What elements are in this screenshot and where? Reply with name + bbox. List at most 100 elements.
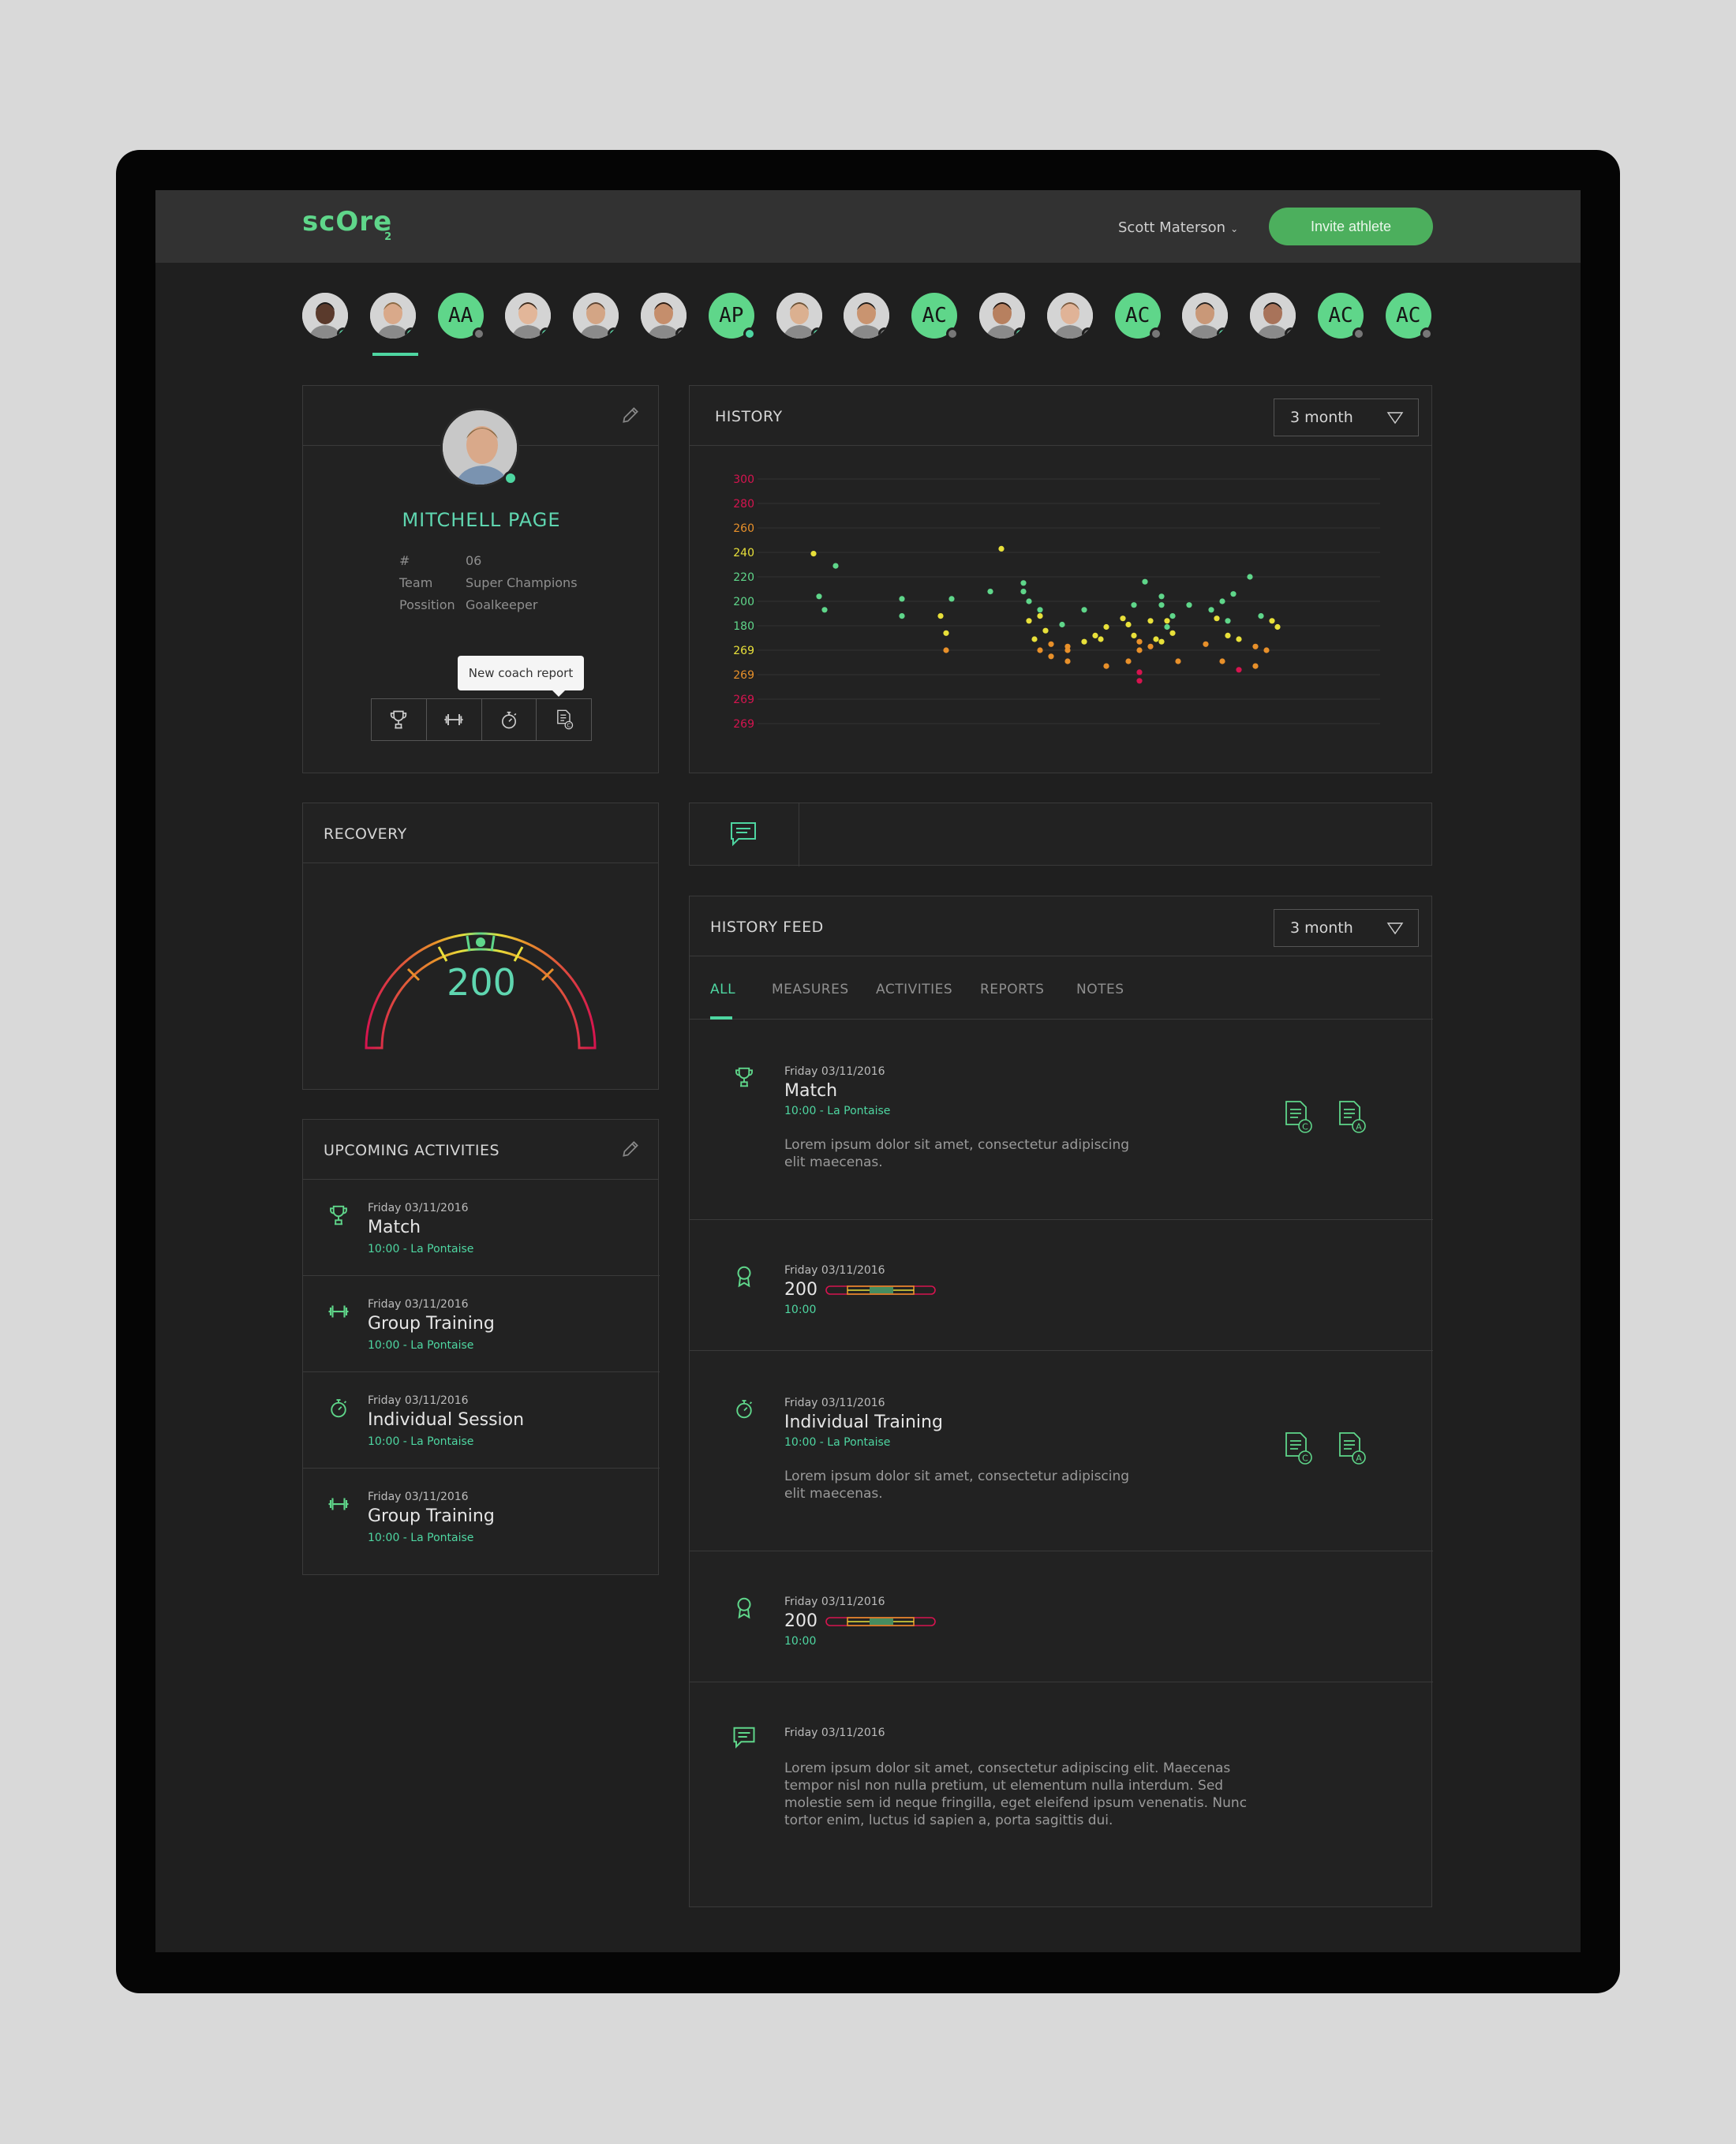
data-point (1125, 621, 1132, 628)
data-point (1136, 669, 1143, 675)
tab-activities[interactable]: ACTIVITIES (876, 982, 953, 997)
data-point (1208, 607, 1214, 613)
feed-item-measure[interactable]: Friday 03/11/2016 200 10:00 (690, 1551, 1433, 1682)
feed-item-note[interactable]: Friday 03/11/2016 Lorem ipsum dolor sit a… (690, 1682, 1433, 1903)
feed-item-activity[interactable]: Friday 03/11/2016 Individual Training 10:0… (690, 1351, 1433, 1551)
trophy-icon (391, 710, 407, 729)
athlete-avatar[interactable] (1182, 293, 1229, 339)
data-point (1269, 618, 1275, 624)
data-point (1081, 638, 1087, 645)
data-point (899, 613, 905, 619)
data-point (1263, 647, 1270, 653)
status-dot (1420, 327, 1433, 340)
feed-item-activity[interactable]: Friday 03/11/2016 Match 10:00 - La Pontais… (690, 1020, 1433, 1220)
svg-text:C: C (567, 723, 571, 729)
report-a-icon[interactable]: A (1337, 1100, 1368, 1135)
invite-athlete-button[interactable]: Invite athlete (1269, 208, 1433, 245)
gauge-tick (437, 946, 448, 962)
athlete-avatar[interactable]: AC (1385, 293, 1433, 340)
tab-reports[interactable]: REPORTS (980, 982, 1045, 997)
note-text: Lorem ipsum dolor sit amet, consectetur … (784, 1760, 1248, 1828)
history-range-select[interactable]: 3 month (1274, 398, 1419, 436)
chevron-down-icon: ⌄ (1230, 223, 1239, 234)
report-letter: A (1356, 1454, 1362, 1464)
history-card-header: HISTORY 3 month (690, 386, 1431, 446)
athlete-initials: AC (1396, 304, 1421, 327)
athlete-avatar[interactable] (573, 293, 619, 339)
add-training-button[interactable] (427, 699, 482, 740)
profile-card: MITCHELL PAGE #06 Team Super Champions Po… (302, 385, 659, 773)
data-point (1142, 578, 1148, 585)
activity-location: 10:00 - La Pontaise (368, 1435, 474, 1448)
status-dot (472, 327, 485, 340)
pencil-icon[interactable] (620, 1139, 641, 1159)
report-c-icon[interactable]: C (1283, 1431, 1315, 1466)
data-point (1081, 607, 1087, 613)
data-point (1092, 632, 1098, 638)
info-row-number: #06 (399, 553, 482, 568)
report-c-icon[interactable]: C (1283, 1100, 1315, 1135)
data-point (1136, 647, 1143, 653)
measure-value: 200 (784, 1611, 817, 1631)
activity-name: Group Training (368, 1506, 495, 1526)
data-point (821, 607, 828, 613)
data-point (1225, 618, 1231, 624)
new-coach-report-button[interactable]: C (537, 699, 591, 740)
activity-date: Friday 03/11/2016 (368, 1202, 469, 1214)
data-point (1164, 623, 1170, 630)
upcoming-activity-item[interactable]: Friday 03/11/2016 Match 10:00 - La Pontais… (303, 1180, 660, 1276)
athlete-avatar[interactable]: AP (708, 293, 756, 340)
feed-title: HISTORY FEED (710, 919, 824, 936)
athlete-initials: AA (447, 304, 473, 327)
athlete-avatar[interactable]: AC (1318, 293, 1365, 340)
athlete-avatar[interactable] (302, 293, 348, 339)
dumbbell-icon (328, 1305, 349, 1318)
note-composer[interactable] (689, 803, 1432, 866)
gauge-tick (513, 946, 524, 962)
athlete-avatar[interactable] (369, 293, 416, 339)
feed-range-select[interactable]: 3 month (1274, 909, 1419, 947)
athlete-avatar[interactable] (505, 293, 552, 339)
report-a-icon[interactable]: A (1337, 1431, 1368, 1466)
data-point (1064, 647, 1071, 653)
upcoming-activity-item[interactable]: Friday 03/11/2016 Group Training 10:00 - L… (303, 1276, 660, 1372)
athlete-avatar[interactable]: AC (911, 293, 960, 340)
athlete-avatar[interactable] (844, 293, 890, 339)
athlete-avatar[interactable] (1250, 293, 1296, 339)
athlete-avatar[interactable] (1046, 293, 1093, 339)
tab-all[interactable]: ALL (710, 982, 736, 997)
app-logo[interactable]: scOre2 (302, 206, 393, 243)
athlete-initials: AC (922, 304, 947, 327)
new-coach-report-tooltip: New coach report (458, 656, 584, 697)
athlete-avatar[interactable] (776, 293, 822, 339)
activity-name: Match (368, 1218, 421, 1237)
pencil-icon[interactable] (620, 405, 641, 425)
athlete-avatar[interactable] (641, 293, 687, 339)
selected-athlete-indicator (372, 353, 418, 356)
measure-scale-bar (825, 1617, 936, 1626)
active-tab-indicator (710, 1016, 732, 1020)
add-session-button[interactable] (482, 699, 537, 740)
feed-date: Friday 03/11/2016 (784, 1596, 885, 1608)
data-point (1037, 647, 1043, 653)
measure-time: 10:00 (784, 1635, 817, 1648)
status-dot (1285, 327, 1296, 339)
data-point (1103, 623, 1109, 630)
measure-value: 200 (784, 1280, 817, 1300)
message-icon[interactable] (729, 821, 758, 847)
add-match-button[interactable] (372, 699, 427, 740)
status-dot (1353, 327, 1365, 340)
athlete-avatar[interactable]: AA (437, 293, 485, 340)
gauge-tick (541, 967, 555, 982)
upcoming-activity-item[interactable]: Friday 03/11/2016 Individual Session 10:00… (303, 1372, 660, 1469)
tab-notes[interactable]: NOTES (1076, 982, 1124, 997)
athlete-avatar[interactable] (979, 293, 1025, 339)
user-name: Scott Materson (1118, 219, 1226, 236)
feed-item-measure[interactable]: Friday 03/11/2016 200 10:00 (690, 1220, 1433, 1351)
user-menu[interactable]: Scott Materson ⌄ (1118, 219, 1238, 236)
data-point (998, 545, 1005, 552)
data-point (1186, 602, 1192, 608)
upcoming-activity-item[interactable]: Friday 03/11/2016 Group Training 10:00 - L… (303, 1469, 660, 1566)
athlete-avatar[interactable]: AC (1114, 293, 1162, 340)
tab-measures[interactable]: MEASURES (772, 982, 849, 997)
